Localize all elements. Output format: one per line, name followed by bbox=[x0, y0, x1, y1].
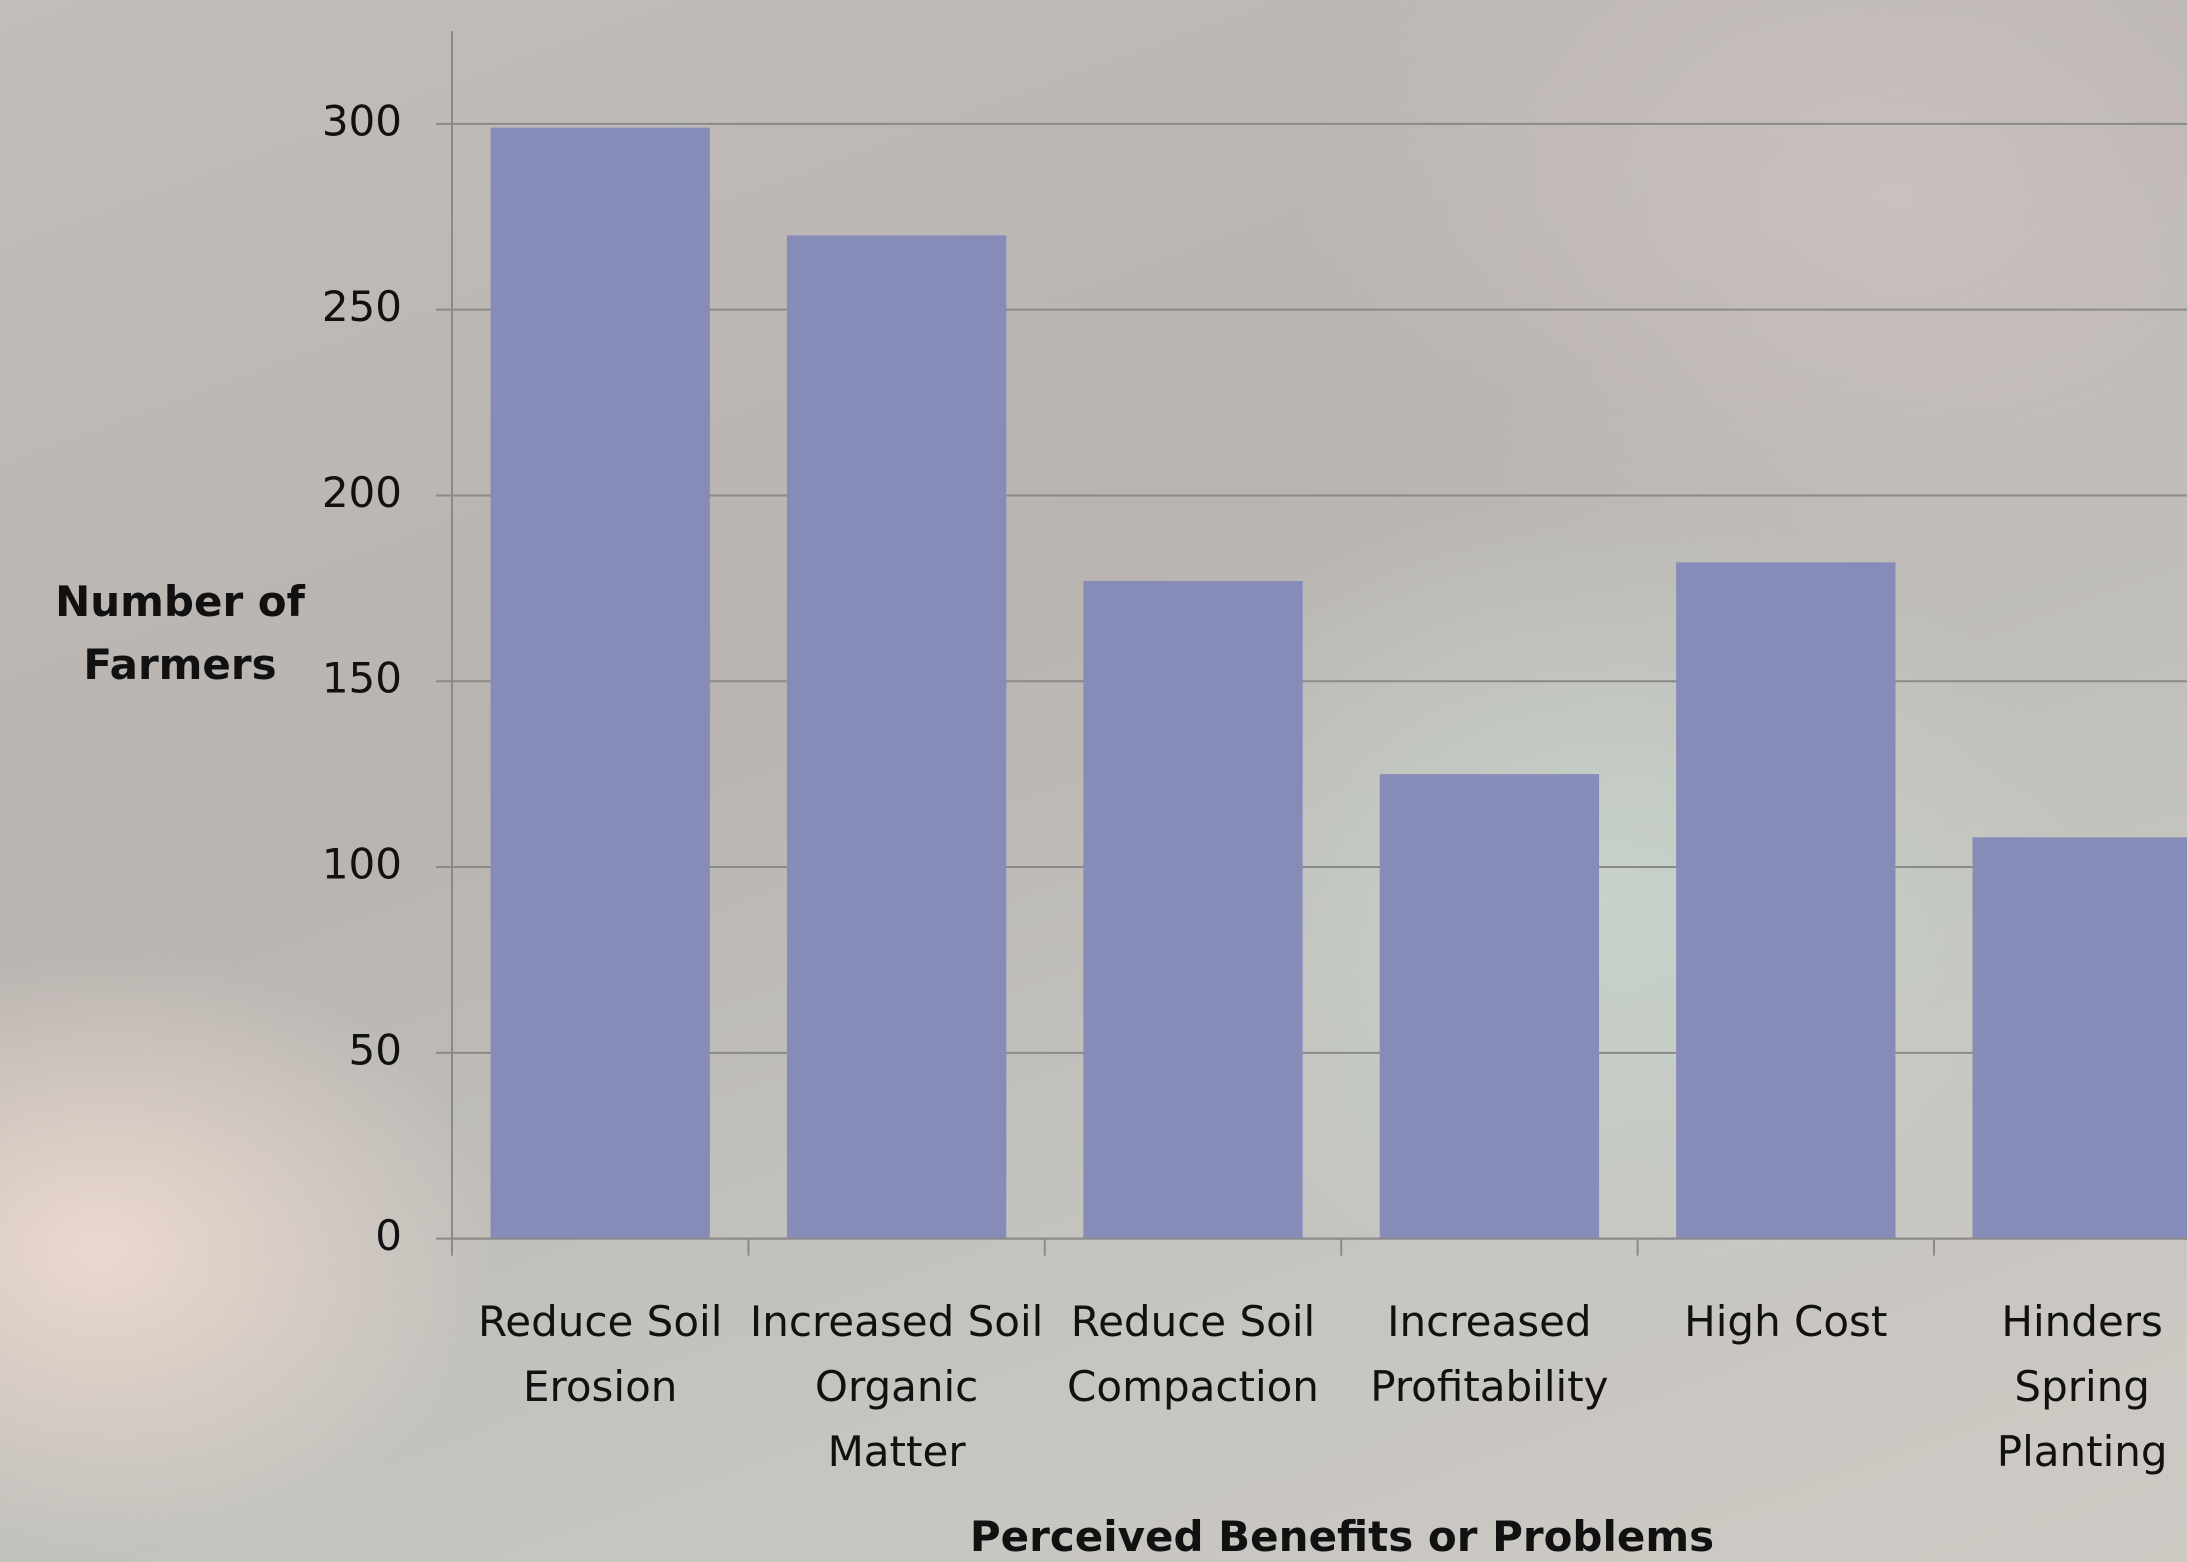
x-tick-label: Increased Profitability bbox=[1370, 1296, 1609, 1411]
x-tick-box: Reduce Soil Erosion bbox=[477, 1296, 723, 1411]
bar bbox=[786, 235, 1007, 1239]
y-axis-title: Number of Farmers bbox=[55, 577, 305, 689]
y-tick-label: 100 bbox=[322, 840, 402, 889]
y-title-box: Number of Farmers bbox=[55, 577, 305, 689]
bar bbox=[1676, 562, 1896, 1239]
x-tick-box: Hinders Spring Planting bbox=[1996, 1296, 2168, 1476]
x-tick-box: High Cost bbox=[1684, 1296, 1888, 1346]
x-tick-label: Increased Soil Organic Matter bbox=[749, 1296, 1044, 1476]
x-tick-label: Reduce Soil Erosion bbox=[477, 1296, 723, 1411]
y-tick-label: 0 bbox=[375, 1211, 402, 1260]
y-tick-label: 50 bbox=[349, 1025, 402, 1074]
x-title-box: Perceived Benefits or Problems bbox=[969, 1512, 1715, 1561]
bar bbox=[1379, 774, 1600, 1239]
y-tick-label: 250 bbox=[322, 282, 402, 331]
x-tick-box: Reduce Soil Compaction bbox=[1067, 1296, 1319, 1411]
bar bbox=[1972, 837, 2187, 1239]
x-tick-label: Reduce Soil Compaction bbox=[1067, 1296, 1319, 1411]
y-tick-label: 150 bbox=[322, 654, 402, 703]
x-axis-title: Perceived Benefits or Problems bbox=[969, 1512, 1715, 1561]
x-tick-label: High Cost bbox=[1684, 1296, 1888, 1346]
y-tick-label: 300 bbox=[322, 96, 402, 145]
x-tick-label: Hinders Spring Planting bbox=[1996, 1296, 2168, 1476]
x-tick-box: Increased Soil Organic Matter bbox=[749, 1296, 1044, 1476]
bar bbox=[1083, 580, 1303, 1239]
y-tick-label: 200 bbox=[322, 468, 402, 517]
x-tick-box: Increased Profitability bbox=[1370, 1296, 1609, 1411]
bar bbox=[490, 127, 710, 1239]
